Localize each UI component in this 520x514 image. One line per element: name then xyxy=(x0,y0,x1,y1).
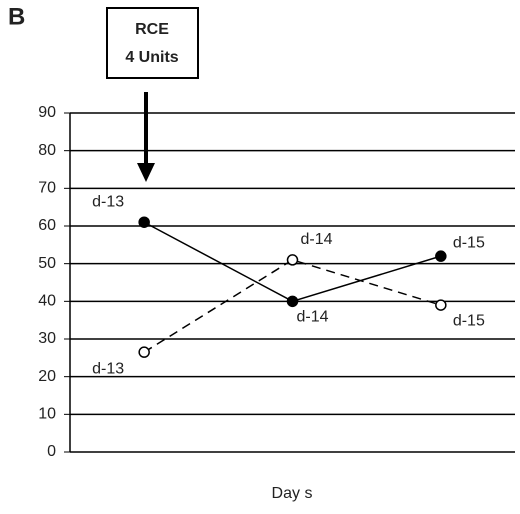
y-tick-label: 20 xyxy=(38,368,56,385)
point xyxy=(286,254,299,266)
point xyxy=(138,216,150,228)
point-label: d-14 xyxy=(297,309,329,326)
x-axis-label: Day s xyxy=(272,485,313,502)
point-label: d-15 xyxy=(453,312,485,329)
point-label: d-14 xyxy=(301,231,333,248)
annotation-text: 4 Units xyxy=(125,49,178,66)
y-tick-label: 40 xyxy=(38,293,56,310)
panel-label: B xyxy=(8,3,25,30)
point-label: d-13 xyxy=(92,193,124,210)
point-label: d-13 xyxy=(92,360,124,377)
point-label: d-15 xyxy=(453,234,485,251)
y-tick-label: 60 xyxy=(38,217,56,234)
y-tick-label: 10 xyxy=(38,406,56,423)
point xyxy=(286,295,299,308)
series-line xyxy=(143,259,442,353)
point xyxy=(435,299,447,311)
y-tick-label: 80 xyxy=(38,142,56,159)
point xyxy=(138,346,150,358)
annotation-arrowhead xyxy=(137,163,155,182)
y-tick-label: 50 xyxy=(38,255,56,272)
y-tick-label: 90 xyxy=(38,104,56,121)
annotation-text: RCE xyxy=(135,21,169,38)
y-tick-label: 70 xyxy=(38,180,56,197)
y-tick-label: 30 xyxy=(38,330,56,347)
y-tick-label: 0 xyxy=(47,443,56,460)
annotation-box xyxy=(106,7,199,79)
point xyxy=(435,250,447,262)
